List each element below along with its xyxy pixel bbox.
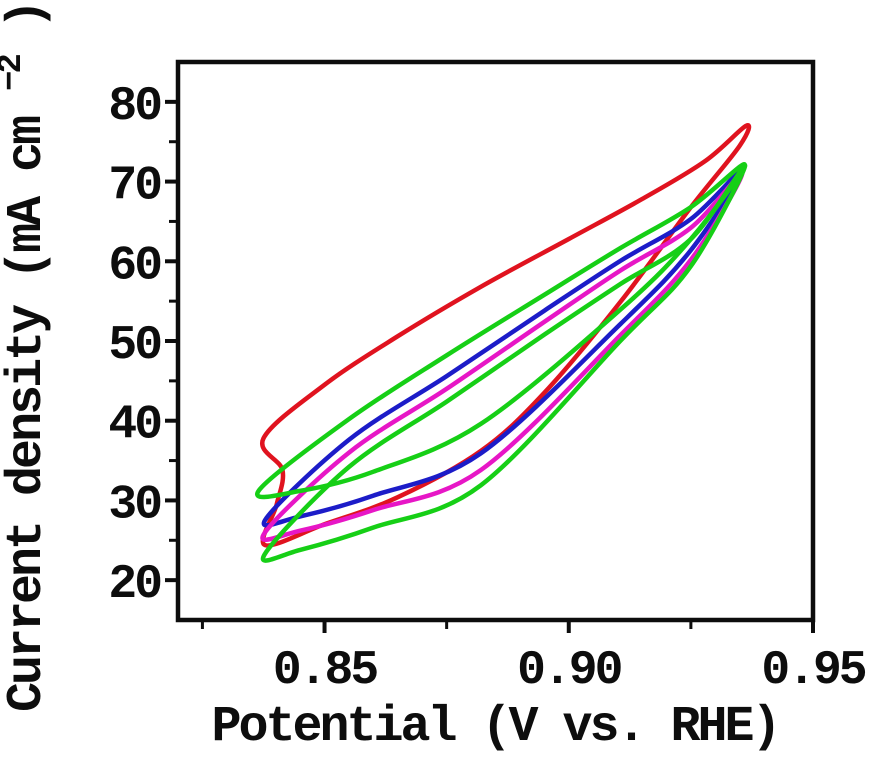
x-tick-label: 0.95 [761, 644, 865, 698]
y-tick-label: 40 [108, 399, 161, 453]
axis-ticks [165, 99, 815, 633]
cv-loop-green-loop-outer [255, 162, 747, 500]
y-tick-label: 30 [108, 478, 161, 532]
y-axis-title-pre: Current density (mA cm [0, 116, 56, 712]
y-tick-label: 20 [108, 558, 161, 612]
y-tick-label: 60 [108, 239, 161, 293]
axis-tick-labels: 0.85 0.90 0.95 20 30 40 50 60 70 80 [108, 80, 868, 698]
y-axis-title: Current density (mA cm −2 ) [0, 2, 56, 712]
x-tick-label: 0.90 [517, 644, 621, 698]
y-axis-title-post: ) [0, 2, 56, 29]
y-tick-label: 80 [108, 80, 161, 134]
plot-frame [175, 59, 816, 623]
y-tick-label: 70 [108, 160, 161, 214]
cv-curves [255, 123, 752, 563]
y-tick-label: 50 [108, 319, 161, 373]
x-axis-title: Potential (V vs. RHE) [211, 699, 778, 756]
cv-loop-green-loop-inner [260, 163, 748, 563]
y-axis-title-superscript: −2 [0, 54, 31, 90]
cv-loop-blue-loop [261, 166, 746, 528]
x-tick-label: 0.85 [273, 644, 377, 698]
